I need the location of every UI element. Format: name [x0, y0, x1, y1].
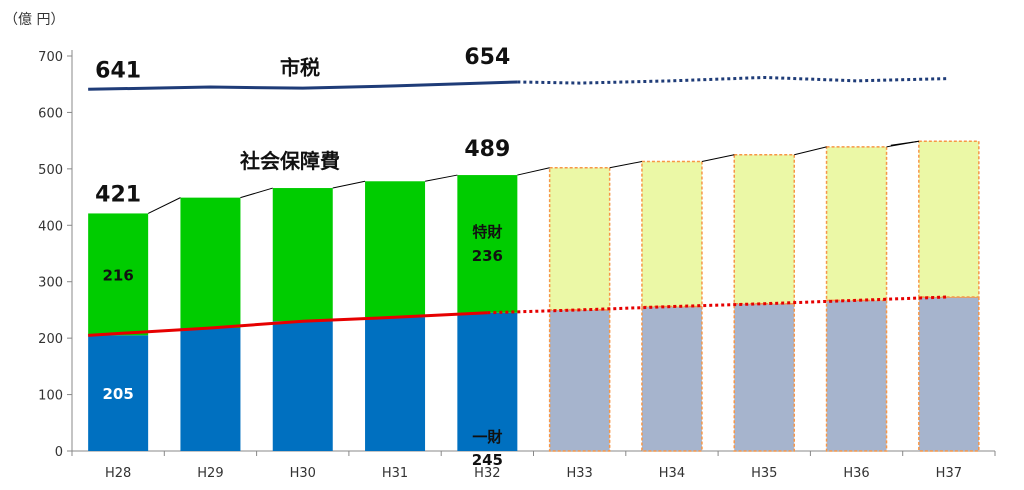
bar-special	[365, 181, 426, 318]
tax-series-title: 市税	[280, 55, 320, 79]
total-connector	[147, 197, 181, 214]
social-series-title: 社会保障費	[239, 149, 340, 173]
total-connector	[890, 140, 919, 146]
y-tick-label: 600	[38, 106, 63, 121]
general-trend-line-projected	[487, 295, 949, 315]
x-tick-label: H32	[474, 466, 500, 481]
bar-general	[272, 321, 333, 451]
general-h32-label: 245	[472, 451, 503, 469]
bar-general	[457, 312, 518, 451]
tax-end-value: 654	[464, 45, 510, 70]
total-connector	[517, 167, 550, 176]
x-tick-label: H34	[659, 466, 685, 481]
tax-start-value: 641	[95, 58, 141, 83]
bar-special	[918, 140, 980, 298]
y-tick-label: 500	[38, 163, 63, 178]
bar-general	[88, 335, 149, 451]
total-connector	[240, 187, 273, 199]
total-connector	[701, 154, 735, 163]
x-tick-label: H35	[751, 466, 777, 481]
total-connector	[609, 161, 643, 169]
x-tick-label: H30	[290, 466, 316, 481]
bar-special	[733, 154, 795, 305]
y-tick-label: 300	[38, 276, 63, 291]
x-tick-label: H36	[843, 466, 869, 481]
bar-general	[548, 309, 611, 452]
bar-special	[457, 175, 518, 313]
bar-general	[825, 299, 888, 452]
y-tick-label: 400	[38, 219, 63, 234]
bar-special	[88, 213, 149, 336]
general-trend-line	[88, 311, 488, 337]
total-connector	[794, 146, 827, 156]
lines	[88, 75, 949, 337]
y-tick-label: 700	[38, 50, 63, 65]
bar-special	[825, 146, 888, 302]
general-name-label: 一財	[472, 428, 502, 446]
x-tick-label: H28	[105, 466, 131, 481]
bars	[88, 140, 980, 452]
tax-line-projected	[517, 75, 949, 85]
x-tick-label: H33	[566, 466, 592, 481]
bar-general	[918, 296, 980, 452]
bar-special	[180, 197, 241, 328]
general-h28-label: 205	[102, 385, 133, 403]
y-tick-label: 0	[55, 445, 63, 460]
social-end-value: 489	[464, 137, 510, 162]
x-tick-label: H29	[197, 466, 223, 481]
bar-general	[641, 305, 703, 452]
x-tick-label: H31	[382, 466, 408, 481]
special-name-label: 特財	[472, 223, 502, 241]
axes: 0 100 200 300 400 500 600 700 H28 H29 H30 H31 H32 H33…	[38, 50, 996, 481]
y-unit-label: （億 円）	[4, 12, 64, 28]
y-tick-label: 200	[38, 332, 63, 347]
total-connector	[424, 174, 458, 182]
labels: （億 円） 641 市税 654 421 社会保障費 489 216 特財 23…	[4, 12, 510, 469]
bar-special	[272, 188, 333, 322]
bar-general	[733, 302, 795, 452]
total-connector	[332, 180, 366, 189]
bar-general	[365, 317, 426, 451]
tax-line	[88, 80, 518, 91]
bar-special	[641, 160, 703, 308]
social-start-value: 421	[95, 182, 141, 207]
special-h32-label: 236	[472, 247, 503, 265]
special-h28-label: 216	[102, 266, 133, 284]
y-tick-label: 100	[38, 389, 63, 404]
bar-special	[548, 166, 611, 311]
bar-general	[180, 327, 241, 451]
x-tick-label: H37	[936, 466, 962, 481]
